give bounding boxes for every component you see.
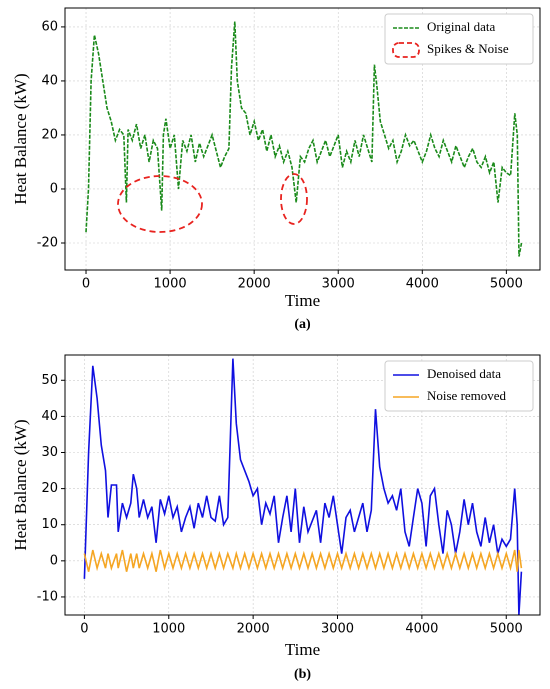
x-tick-label: 4000 — [405, 622, 438, 637]
y-tick-label: -20 — [37, 235, 58, 250]
y-axis-label: Heat Balance (kW) — [11, 419, 30, 550]
x-tick-label: 3000 — [322, 277, 355, 292]
y-tick-label: 30 — [41, 445, 58, 460]
y-axis-label: Heat Balance (kW) — [11, 73, 30, 204]
legend-swatch — [392, 42, 420, 58]
data-line — [83, 549, 523, 572]
plot-frame — [64, 7, 541, 271]
legend-label: Spikes & Noise — [427, 41, 509, 56]
x-tick-label: 5000 — [490, 277, 523, 292]
y-tick-label: 40 — [41, 409, 58, 424]
x-tick-label: 1000 — [152, 622, 185, 637]
chart-panel: -20 0 20 40 60 0 1000 2000 3000 4000 5000 Time Heat … — [11, 7, 541, 332]
y-tick-label: 50 — [41, 373, 58, 388]
y-tick-label: 0 — [50, 553, 58, 568]
spike-highlight — [117, 175, 203, 233]
chart-panel: -10 0 10 20 30 40 50 0 1000 2000 3000 4000 5000 Time H… — [11, 354, 541, 682]
x-axis-label: Time — [285, 640, 320, 659]
y-tick-label: 0 — [50, 181, 58, 196]
x-tick-label: 2000 — [237, 622, 270, 637]
y-tick-label: 20 — [41, 481, 58, 496]
x-tick-label: 0 — [82, 277, 90, 292]
x-tick-label: 3000 — [321, 622, 354, 637]
legend-label: Original data — [427, 19, 495, 34]
y-tick-label: 40 — [41, 73, 58, 88]
legend-box — [384, 360, 534, 412]
legend-box — [384, 13, 534, 65]
x-tick-label: 5000 — [490, 622, 523, 637]
y-tick-label: 60 — [41, 19, 58, 34]
x-tick-label: 0 — [80, 622, 88, 637]
spike-highlight — [280, 173, 308, 225]
legend-label: Noise removed — [427, 388, 507, 403]
data-line — [83, 358, 523, 615]
plot-frame — [64, 354, 541, 616]
data-line — [85, 21, 523, 257]
y-tick-label: -10 — [37, 589, 58, 604]
x-tick-label: 2000 — [238, 277, 271, 292]
legend-label: Denoised data — [427, 366, 501, 381]
x-tick-label: 1000 — [154, 277, 187, 292]
panel-caption: (b) — [294, 667, 311, 682]
y-tick-label: 20 — [41, 127, 58, 142]
y-tick-label: 10 — [41, 517, 58, 532]
x-axis-label: Time — [285, 291, 320, 310]
panel-caption: (a) — [294, 317, 311, 332]
x-tick-label: 4000 — [406, 277, 439, 292]
